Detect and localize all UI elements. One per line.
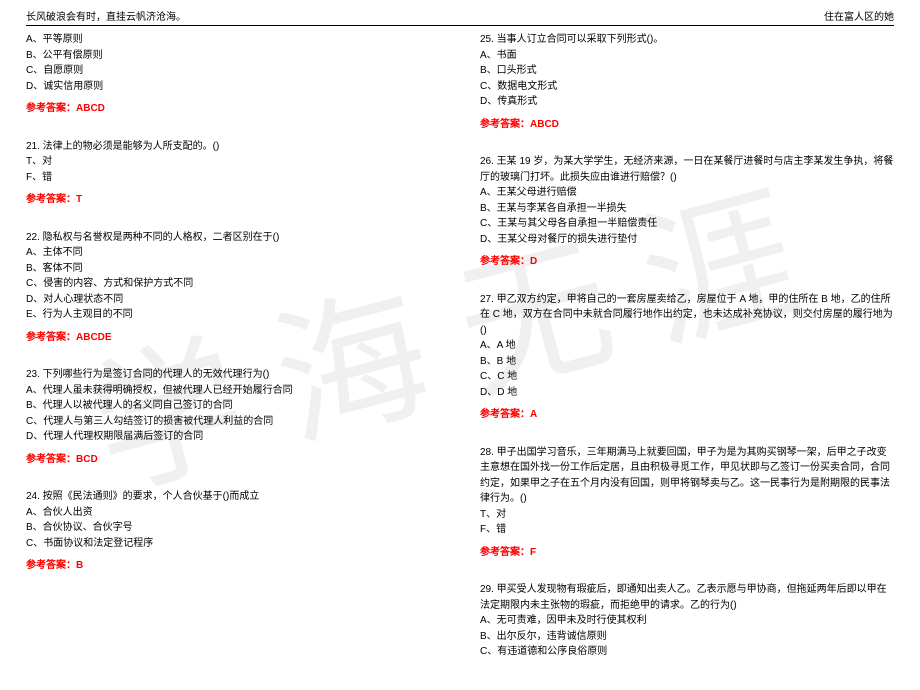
question-option: C、有违道德和公序良俗原则 [480, 644, 894, 660]
question: 22. 隐私权与名誉权是两种不同的人格权，二者区别在于()A、主体不同B、客体不… [26, 230, 440, 346]
question-option: C、代理人与第三人勾结签订的损害被代理人利益的合同 [26, 414, 440, 430]
header-right: 住在富人区的她 [824, 8, 894, 23]
question-option: B、B 地 [480, 354, 894, 370]
page: 长风破浪会有时，直挂云帆济沧海。 住在富人区的她 A、平等原则B、公平有偿原则C… [0, 0, 920, 690]
question-stem: 25. 当事人订立合同可以采取下列形式()。 [480, 32, 894, 48]
question-option: C、数据电文形式 [480, 79, 894, 95]
question-option: D、代理人代理权期限届满后签订的合同 [26, 429, 440, 445]
question-option: D、诚实信用原则 [26, 79, 440, 95]
question-option: D、王某父母对餐厅的损失进行垫付 [480, 232, 894, 248]
question: A、平等原则B、公平有偿原则C、自愿原则D、诚实信用原则参考答案：ABCD [26, 32, 440, 117]
question-option: B、王某与李某各自承担一半损失 [480, 201, 894, 217]
header-left: 长风破浪会有时，直挂云帆济沧海。 [26, 8, 186, 23]
question: 28. 甲子出国学习音乐，三年期满马上就要回国，甲子为是为其购买钢琴一架，后甲之… [480, 445, 894, 561]
question-stem: 23. 下列哪些行为是签订合同的代理人的无效代理行为() [26, 367, 440, 383]
answer: 参考答案：ABCD [480, 117, 894, 133]
question: 23. 下列哪些行为是签订合同的代理人的无效代理行为()A、代理人虽未获得明确授… [26, 367, 440, 467]
answer: 参考答案：A [480, 407, 894, 423]
question-option: C、王某与其父母各自承担一半赔偿责任 [480, 216, 894, 232]
answer: 参考答案：F [480, 545, 894, 561]
question-option: A、无可责难，因甲未及时行使其权利 [480, 613, 894, 629]
question-option: B、出尔反尔，违背诚信原则 [480, 629, 894, 645]
question-option: A、平等原则 [26, 32, 440, 48]
question-option: D、D 地 [480, 385, 894, 401]
question-option: B、代理人以被代理人的名义同自己签订的合同 [26, 398, 440, 414]
question-option: A、王某父母进行赔偿 [480, 185, 894, 201]
question-option: C、自愿原则 [26, 63, 440, 79]
answer: 参考答案：ABCDE [26, 330, 440, 346]
question-stem: 21. 法律上的物必须是能够为人所支配的。() [26, 139, 440, 155]
header: 长风破浪会有时，直挂云帆济沧海。 住在富人区的她 [26, 8, 894, 26]
question-option: T、对 [480, 507, 894, 523]
question-option: D、传真形式 [480, 94, 894, 110]
question-option: B、公平有偿原则 [26, 48, 440, 64]
question-option: B、口头形式 [480, 63, 894, 79]
answer: 参考答案：BCD [26, 452, 440, 468]
answer: 参考答案：D [480, 254, 894, 270]
question-option: C、书面协议和法定登记程序 [26, 536, 440, 552]
question-option: A、A 地 [480, 338, 894, 354]
left-column: A、平等原则B、公平有偿原则C、自愿原则D、诚实信用原则参考答案：ABCD 21.… [26, 32, 440, 682]
question-option: F、错 [480, 522, 894, 538]
question-option: C、C 地 [480, 369, 894, 385]
right-column: 25. 当事人订立合同可以采取下列形式()。A、书面B、口头形式C、数据电文形式… [480, 32, 894, 682]
question-stem: 29. 甲买受人发现物有瑕疵后，即通知出卖人乙。乙表示愿与甲协商，但拖延两年后即… [480, 582, 894, 613]
question: 24. 按照《民法通则》的要求，个人合伙基于()而成立A、合伙人出资B、合伙协议… [26, 489, 440, 574]
answer: 参考答案：ABCD [26, 101, 440, 117]
question: 25. 当事人订立合同可以采取下列形式()。A、书面B、口头形式C、数据电文形式… [480, 32, 894, 132]
answer: 参考答案：T [26, 192, 440, 208]
question-option: A、代理人虽未获得明确授权，但被代理人已经开始履行合同 [26, 383, 440, 399]
question: 26. 王某 19 岁，为某大学学生，无经济来源，一日在某餐厅进餐时与店主李某发… [480, 154, 894, 270]
question-option: A、合伙人出资 [26, 505, 440, 521]
question-stem: 27. 甲乙双方约定，甲将自己的一套房屋卖给乙，房屋位于 A 地，甲的住所在 B… [480, 292, 894, 339]
question-stem: 28. 甲子出国学习音乐，三年期满马上就要回国，甲子为是为其购买钢琴一架，后甲之… [480, 445, 894, 507]
question-option: A、主体不同 [26, 245, 440, 261]
question: 27. 甲乙双方约定，甲将自己的一套房屋卖给乙，房屋位于 A 地，甲的住所在 B… [480, 292, 894, 423]
question: 29. 甲买受人发现物有瑕疵后，即通知出卖人乙。乙表示愿与甲协商，但拖延两年后即… [480, 582, 894, 660]
question-stem: 22. 隐私权与名誉权是两种不同的人格权，二者区别在于() [26, 230, 440, 246]
question-option: E、行为人主观目的不同 [26, 307, 440, 323]
question: 21. 法律上的物必须是能够为人所支配的。()T、对F、错参考答案：T [26, 139, 440, 208]
question-option: T、对 [26, 154, 440, 170]
question-option: A、书面 [480, 48, 894, 64]
question-option: B、合伙协议、合伙字号 [26, 520, 440, 536]
question-stem: 24. 按照《民法通则》的要求，个人合伙基于()而成立 [26, 489, 440, 505]
question-option: D、对人心理状态不同 [26, 292, 440, 308]
answer: 参考答案：B [26, 558, 440, 574]
question-option: C、侵害的内容、方式和保护方式不同 [26, 276, 440, 292]
columns: A、平等原则B、公平有偿原则C、自愿原则D、诚实信用原则参考答案：ABCD21.… [26, 32, 894, 682]
question-option: B、客体不同 [26, 261, 440, 277]
question-stem: 26. 王某 19 岁，为某大学学生，无经济来源，一日在某餐厅进餐时与店主李某发… [480, 154, 894, 185]
question-option: F、错 [26, 170, 440, 186]
